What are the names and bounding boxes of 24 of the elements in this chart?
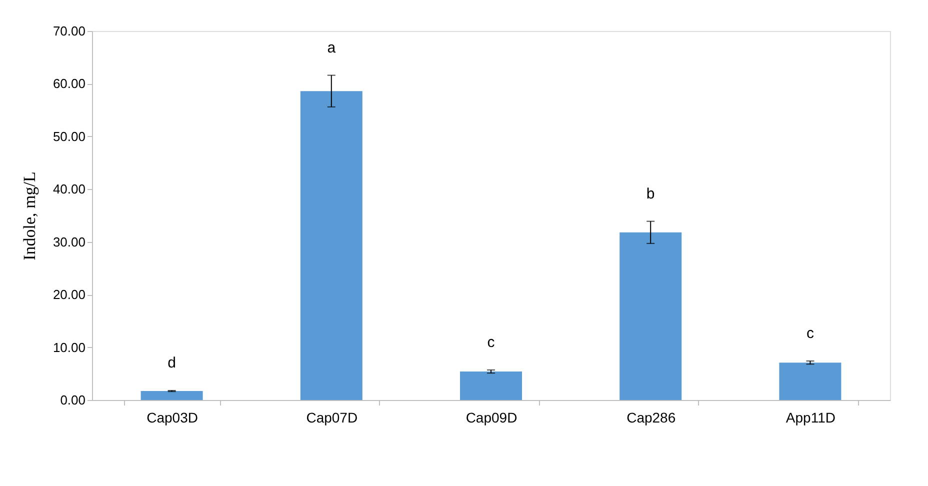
y-tick-label: 60.00 xyxy=(52,76,86,92)
y-tick-label: 0.00 xyxy=(60,392,86,408)
x-tick-label: Cap03D xyxy=(146,410,198,426)
annotation: d xyxy=(168,354,176,372)
annotation: c xyxy=(487,334,496,351)
x-tick-label: App11D xyxy=(786,410,836,426)
annotation: a xyxy=(327,39,336,56)
bar xyxy=(300,91,362,400)
bar xyxy=(460,372,522,400)
y-tick-label: 10.00 xyxy=(52,340,86,355)
y-tick-label: 70.00 xyxy=(52,24,86,38)
annotation: c xyxy=(806,324,814,342)
x-tick-label: Cap286 xyxy=(626,410,676,426)
y-tick-label: 50.00 xyxy=(52,128,86,144)
x-tick-label: Cap09D xyxy=(466,410,518,426)
x-tick-label: Cap07D xyxy=(306,410,358,426)
y-tick-label: 40.00 xyxy=(52,182,86,197)
bar xyxy=(140,391,203,400)
annotation: b xyxy=(646,185,655,202)
y-axis-title: Indole, mg/L xyxy=(20,172,39,260)
y-tick-label: 30.00 xyxy=(52,234,86,250)
bar xyxy=(620,232,682,400)
y-tick-label: 20.00 xyxy=(52,287,86,302)
bar xyxy=(779,362,842,400)
